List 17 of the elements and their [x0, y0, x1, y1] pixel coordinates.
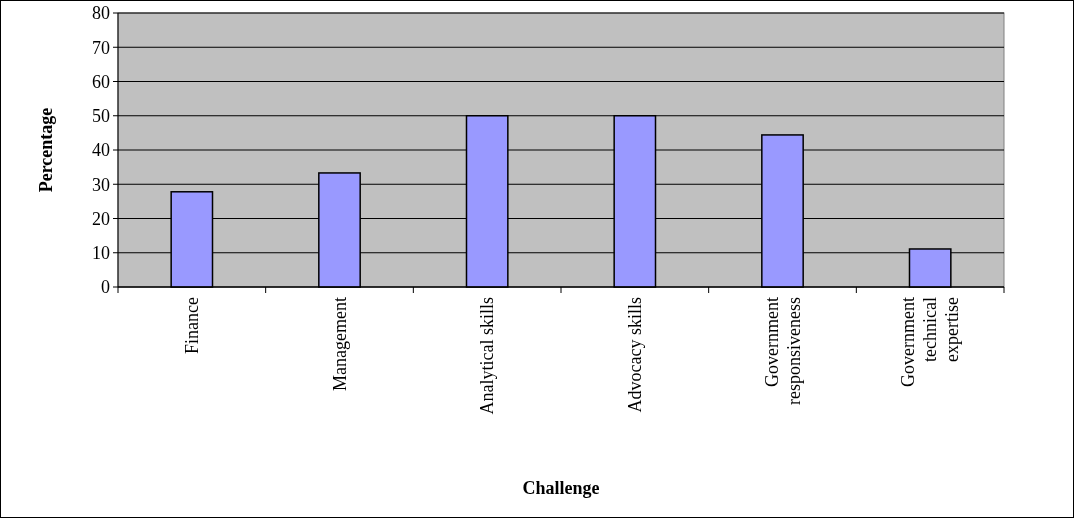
y-axis-title: Percentage	[36, 107, 56, 193]
y-tick-label: 60	[92, 71, 110, 92]
y-tick-label: 20	[92, 208, 110, 229]
y-tick-label: 80	[92, 3, 110, 24]
x-tick-label: Analytical skills	[477, 297, 498, 415]
x-tick-label: Management	[329, 297, 350, 391]
x-tick-label: Government technical expertise	[898, 296, 963, 387]
y-tick-label: 70	[92, 37, 110, 58]
x-tick-label: Finance	[182, 296, 203, 354]
x-tick-label: Advocacy skills	[625, 297, 646, 413]
y-tick-label: 50	[92, 106, 110, 127]
y-tick-label: 10	[92, 243, 110, 264]
y-tick-label: 30	[92, 174, 110, 195]
x-axis-title: Challenge	[522, 478, 600, 498]
y-tick-label: 0	[101, 277, 110, 298]
x-tick-label: Government responsiveness	[761, 297, 804, 405]
y-tick-label: 40	[92, 140, 110, 161]
